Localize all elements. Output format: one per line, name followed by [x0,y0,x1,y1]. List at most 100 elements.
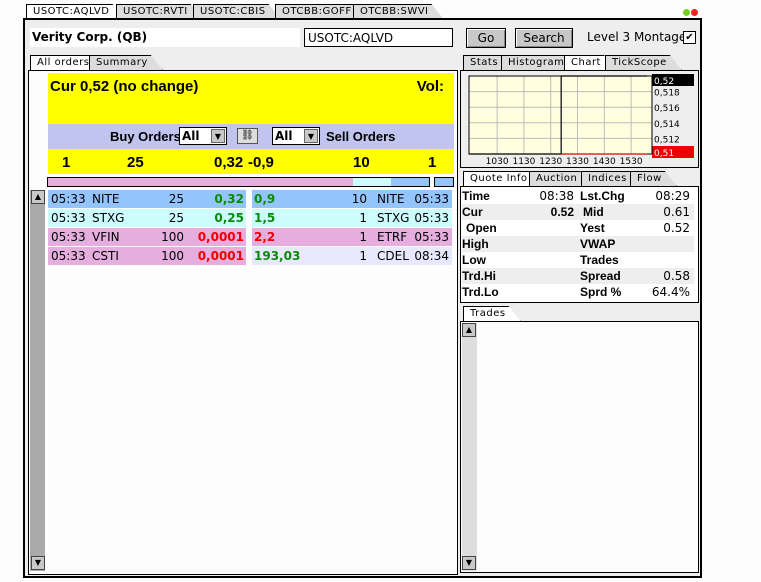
scroll-down-icon[interactable]: ▼ [31,556,45,570]
sell-filter-select[interactable]: All ▼ [272,127,320,145]
market-maker: VFIN [92,230,120,244]
buy-filter-value: All [182,129,200,143]
quote-row: Trd.Lo Sprd % 64.4% [462,284,694,300]
link-icon[interactable]: ⛓ [237,128,258,144]
order-price: 1,5 [254,211,276,225]
buy-order-row[interactable]: 05:33 NITE 25 0,32 [48,190,246,208]
y-tick-label: 0,51 [654,149,674,159]
level3-checkbox[interactable]: ✔ [683,31,696,44]
plot-area [468,75,653,155]
sell-order-row[interactable]: 193,03 1 CDEL 08:34 [252,247,452,265]
y-tick-label: 0,514 [654,120,680,130]
order-time: 05:33 [51,192,86,206]
quote-value: 08:38 [539,189,574,203]
market-maker: CDEL [377,249,409,263]
buy-orders-label: Buy Orders [110,129,181,144]
scroll-up-icon[interactable]: ▲ [462,323,476,337]
chevron-down-icon: ▼ [211,129,225,143]
order-price: 0,25 [214,211,244,225]
quote-row: Time 08:38 Lst.Chg 08:29 [462,188,694,204]
current-price: Cur 0,52 (no change) [50,78,199,95]
quote-label: Sprd % [580,285,622,299]
quote-row: Open Yest 0.52 [462,220,694,236]
depth-bar-sell [434,177,454,187]
quote-label: Low [462,253,486,267]
quote-row: Low Trades [462,252,694,268]
high-price-marker [652,74,694,86]
market-maker: STXG [377,211,410,225]
go-button[interactable]: Go [466,28,506,48]
symbol-input[interactable] [304,28,453,47]
order-price: 2,2 [254,230,276,244]
chevron-down-icon: ▼ [304,129,318,143]
order-time: 05:33 [51,211,86,225]
tab-otcbb-swvi[interactable]: OTCBB:SWVI [353,4,444,19]
x-tick-label: 1530 [620,157,643,167]
order-size: 1 [359,211,367,225]
sell-orders-label: Sell Orders [326,129,396,144]
market-maker: STXG [92,211,125,225]
quote-label: Trd.Hi [462,269,497,283]
sell-count: 1 [428,154,437,171]
quote-label: Mid [583,205,604,219]
market-maker: NITE [92,192,120,206]
order-time: 05:33 [51,230,86,244]
quote-label: Open [466,221,497,235]
order-time: 08:34 [414,249,449,263]
trades-scrollbar[interactable] [462,323,477,571]
order-size: 25 [168,211,184,225]
x-tick-label: 1430 [593,157,616,167]
x-tick-label: 1330 [566,157,589,167]
sell-order-row[interactable]: 1,5 1 STXG 05:33 [252,209,452,227]
search-button[interactable]: Search [515,28,573,48]
tab-summary[interactable]: Summary [89,55,163,70]
x-tick-label: 1030 [486,157,509,167]
y-tick-label: 0,52 [654,77,674,87]
company-name: Verity Corp. (QB) [30,28,300,47]
x-tick-label: 1130 [512,157,535,167]
order-time: 05:33 [414,192,449,206]
order-size: 10 [351,192,367,206]
price-line [469,75,648,155]
buy-order-row[interactable]: 05:33 VFIN 100 0,0001 [48,228,246,246]
summary-header: Cur 0,52 (no change) Vol: [48,73,454,124]
quote-label: Time [462,189,490,203]
price-chart: 1030 1130 1230 1330 1430 1530 0,52 0,518 0,516 0,… [468,74,694,167]
market-maker: CSTI [92,249,119,263]
status-green-icon [683,9,690,16]
order-size: 1 [359,230,367,244]
tab-otcbb-goff[interactable]: OTCBB:GOFF [275,4,367,19]
best-bid: 0,32 [214,154,244,171]
scroll-up-icon[interactable]: ▲ [31,190,45,204]
quote-row: High VWAP [462,236,694,252]
sell-order-row[interactable]: 0,9 10 NITE 05:33 [252,190,452,208]
quote-label: Cur [462,205,483,219]
order-price: 0,0001 [197,249,244,263]
filter-band: Buy Orders All ▼ ⛓ All ▼ Sell Orders [48,124,454,149]
sell-filter-value: All [275,129,293,143]
sell-size: 10 [353,154,370,171]
order-size: 25 [168,192,184,206]
market-maker: NITE [377,192,405,206]
quote-label: High [462,237,489,251]
order-time: 05:33 [51,249,86,263]
low-price-marker [652,146,694,158]
order-size: 100 [161,230,184,244]
buy-filter-select[interactable]: All ▼ [179,127,227,145]
x-tick-label: 1230 [539,157,562,167]
inside-market: 1 25 0,32 -0,9 10 1 [48,149,454,174]
scroll-down-icon[interactable]: ▼ [462,556,476,570]
order-price: 0,0001 [197,230,244,244]
orders-scrollbar[interactable] [30,190,45,571]
sell-order-row[interactable]: 2,2 1 ETRF 05:33 [252,228,452,246]
tab-usotc-cbis[interactable]: USOTC:CBIS [193,4,281,19]
tab-tickscope[interactable]: TickScope [605,55,682,70]
buy-order-row[interactable]: 05:33 CSTI 100 0,0001 [48,247,246,265]
tab-usotc-aqlvd[interactable]: USOTC:AQLVD [26,4,124,19]
buy-order-row[interactable]: 05:33 STXG 25 0,25 [48,209,246,227]
quote-value: 64.4% [651,285,690,299]
quote-value: 0.52 [663,221,690,235]
order-price: 193,03 [254,249,301,263]
tab-usotc-rvti[interactable]: USOTC:RVTI [116,4,203,19]
quote-value: 0.58 [663,269,690,283]
